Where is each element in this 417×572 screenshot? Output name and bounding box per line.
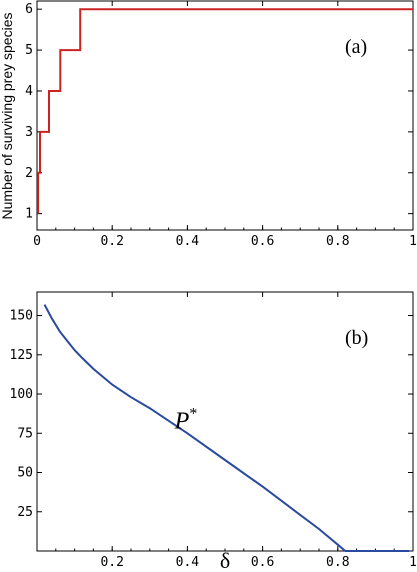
y-tick-labels-b: 25 50 75 100 125 150 (10, 309, 33, 520)
series-line-b (43, 304, 410, 552)
x-tick-label: 1 (409, 555, 417, 570)
x-tick-label: 0.4 (176, 234, 200, 249)
x-tick-label: 0.2 (100, 555, 123, 570)
y-tick-label: 4 (25, 84, 33, 99)
x-tick-label: 0.8 (326, 555, 349, 570)
x-tick-label: 0.6 (251, 555, 274, 570)
y-tick-label: 3 (25, 125, 33, 140)
y-tick-label: 1 (25, 207, 33, 222)
x-axis-title-b: δ (220, 548, 230, 572)
x-tick-label: 0.4 (176, 555, 200, 570)
p-star-annotation: P* (174, 406, 198, 435)
y-axis-title-a: Number of surviving prey species (0, 13, 15, 220)
x-tick-labels-a: 0 0.2 0.4 0.6 0.8 1 (33, 234, 417, 249)
p-star-letter: P (174, 409, 190, 435)
y-tick-label: 75 (17, 426, 33, 441)
panel-label-a: (a) (345, 36, 367, 58)
x-tick-label: 1 (409, 234, 417, 249)
panel-a: 0 0.2 0.4 0.6 0.8 1 1 2 3 4 5 6 (a) Number of surv… (0, 0, 417, 249)
x-tick-label: 0.8 (326, 234, 349, 249)
panel-b: 0.2 0.4 0.6 0.8 1 25 50 75 100 125 150 (b) P* δ (10, 291, 417, 572)
y-tick-label: 100 (10, 387, 33, 402)
y-tick-label: 125 (10, 348, 33, 363)
y-tick-label: 50 (17, 466, 33, 481)
y-tick-labels-a: 1 2 3 4 5 6 (25, 2, 33, 221)
y-tick-label: 6 (25, 2, 33, 17)
x-tick-label: 0.2 (100, 234, 123, 249)
panel-label-b: (b) (345, 327, 368, 349)
y-tick-label: 5 (25, 43, 33, 58)
y-tick-label: 25 (17, 505, 33, 520)
y-tick-label: 2 (25, 166, 33, 181)
x-tick-labels-b: 0.2 0.4 0.6 0.8 1 (100, 555, 416, 570)
p-star-superscript: * (189, 406, 197, 423)
x-tick-label: 0 (33, 234, 41, 249)
series-line-a (37, 8, 413, 214)
x-tick-label: 0.6 (251, 234, 274, 249)
y-tick-label: 150 (10, 309, 33, 324)
